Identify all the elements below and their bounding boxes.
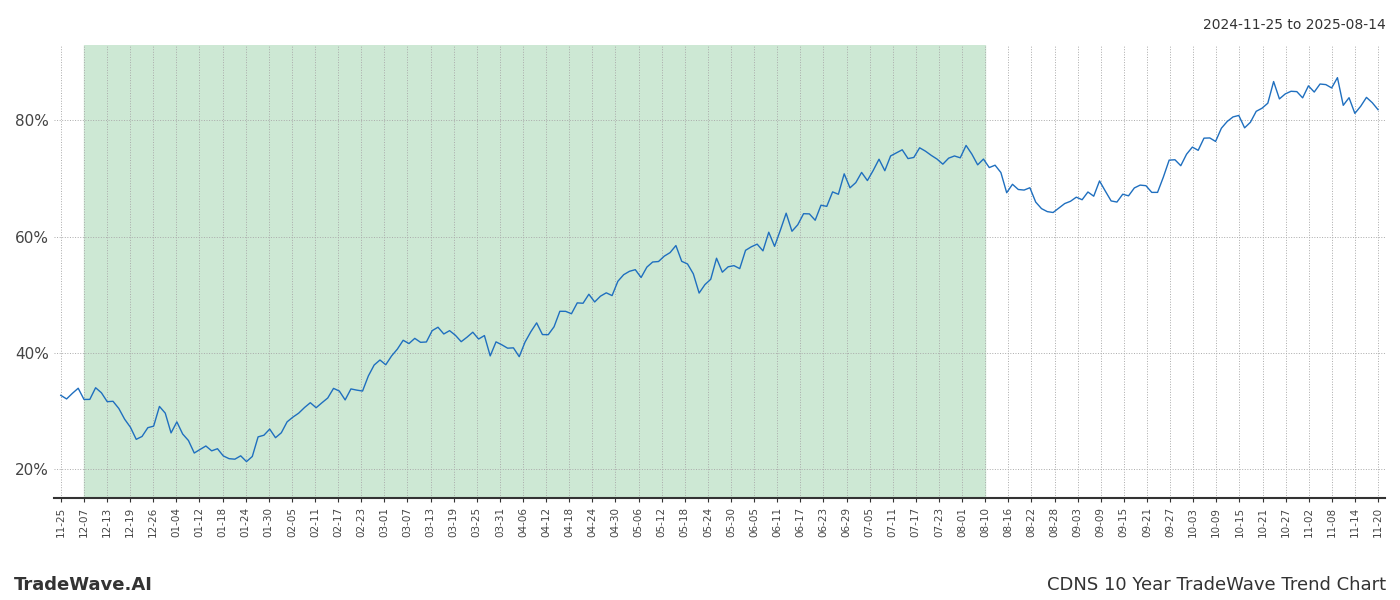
Text: TradeWave.AI: TradeWave.AI [14,576,153,594]
Text: 2024-11-25 to 2025-08-14: 2024-11-25 to 2025-08-14 [1203,18,1386,32]
Bar [84,45,986,498]
Text: CDNS 10 Year TradeWave Trend Chart: CDNS 10 Year TradeWave Trend Chart [1047,576,1386,594]
